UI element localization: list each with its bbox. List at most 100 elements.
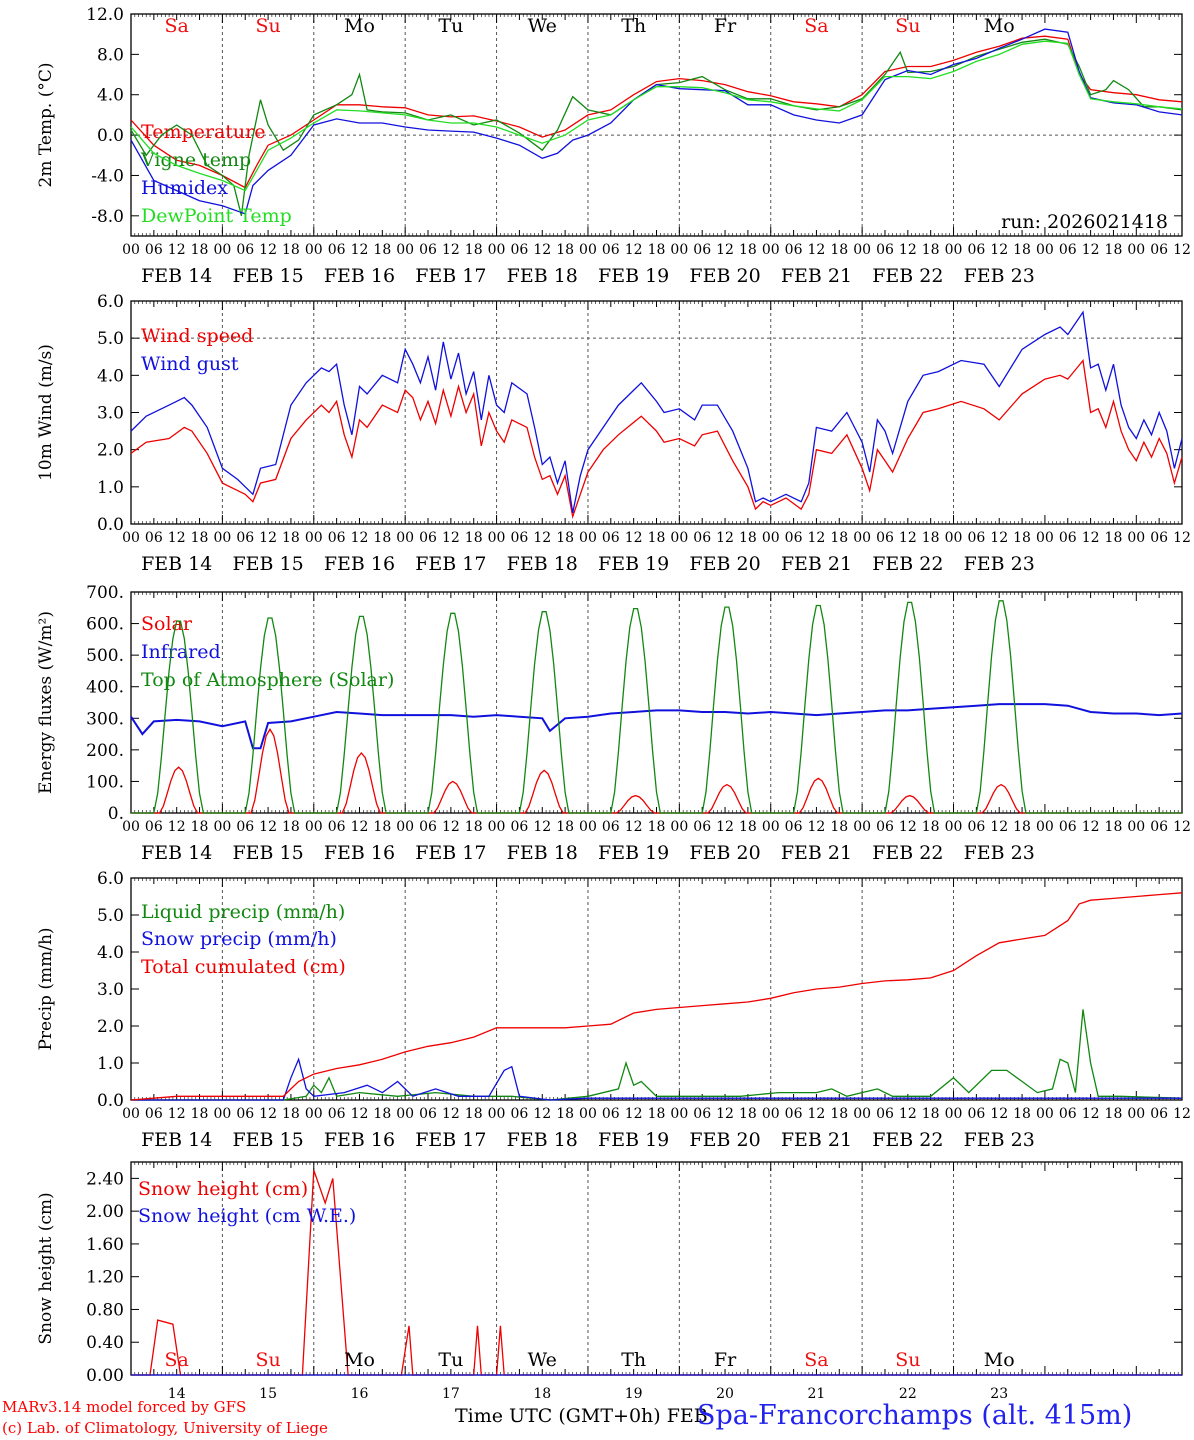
- hour-tick-label: 00: [762, 1106, 780, 1122]
- day-label: FEB 14: [141, 842, 212, 864]
- hour-tick-label: 00: [396, 530, 414, 546]
- day-label: FEB 23: [964, 1129, 1035, 1151]
- hour-tick-label: 12: [259, 819, 277, 835]
- hour-tick-label: 18: [373, 819, 391, 835]
- hour-tick-label: 06: [419, 530, 437, 546]
- hour-tick-label: 06: [1059, 242, 1077, 258]
- hour-tick-label: 00: [1127, 530, 1145, 546]
- y-tick-label: 5.0: [97, 906, 124, 926]
- hour-tick-label: 00: [579, 1106, 597, 1122]
- hour-tick-label: 12: [1173, 242, 1191, 258]
- hour-tick-label: 06: [876, 819, 894, 835]
- hour-tick-label: 18: [556, 530, 574, 546]
- day-label: FEB 16: [324, 1129, 395, 1151]
- hour-tick-label: 06: [236, 242, 254, 258]
- day-label: FEB 23: [964, 842, 1035, 864]
- day-label: FEB 21: [781, 553, 852, 575]
- hour-tick-label: 12: [351, 530, 369, 546]
- day-label: FEB 20: [689, 265, 760, 287]
- hour-tick-label: 06: [693, 1106, 711, 1122]
- day-label: FEB 15: [232, 553, 303, 575]
- hour-tick-label: 06: [510, 1106, 528, 1122]
- day-label: FEB 14: [141, 265, 212, 287]
- hour-tick-label: 12: [899, 1106, 917, 1122]
- series-line-wind-speed: [130, 358, 1183, 520]
- hour-tick-label: 00: [853, 530, 871, 546]
- y-tick-label: -4.0: [91, 166, 124, 186]
- day-label: FEB 21: [781, 265, 852, 287]
- y-tick-label: 1.0: [97, 478, 124, 498]
- y-axis-title: Precip (mm/h): [36, 927, 56, 1050]
- weekday-label: Tu: [438, 1349, 463, 1371]
- hour-tick-label: 00: [488, 819, 506, 835]
- day-label: FEB 17: [415, 553, 486, 575]
- hour-tick-label: 12: [259, 530, 277, 546]
- hour-tick-label: 18: [648, 242, 666, 258]
- y-tick-label: 700.: [86, 583, 124, 603]
- y-tick-label: 12.0: [86, 5, 124, 25]
- hour-tick-label: 06: [328, 530, 346, 546]
- hour-tick-label: 12: [533, 530, 551, 546]
- hour-tick-label: 12: [1082, 1106, 1100, 1122]
- hour-tick-label: 12: [1082, 819, 1100, 835]
- day-label: FEB 16: [324, 553, 395, 575]
- hour-tick-label: 06: [1150, 819, 1168, 835]
- day-label: FEB 19: [598, 842, 669, 864]
- hour-tick-label: 12: [442, 1106, 460, 1122]
- y-tick-label: 2.40: [86, 1169, 124, 1189]
- hour-tick-label: 06: [967, 1106, 985, 1122]
- legend-entry: Snow height (cm): [138, 1178, 308, 1200]
- hour-tick-label: 06: [145, 819, 163, 835]
- hour-tick-label: 00: [488, 1106, 506, 1122]
- hour-tick-label: 12: [533, 242, 551, 258]
- legend-entry: DewPoint Temp: [141, 205, 292, 227]
- hour-tick-label: 12: [990, 530, 1008, 546]
- y-tick-label: 4.0: [97, 943, 124, 963]
- y-tick-label: 400.: [86, 678, 124, 698]
- hour-tick-label: 12: [351, 242, 369, 258]
- y-tick-label: 0.00: [86, 1366, 124, 1386]
- hour-tick-label: 06: [602, 1106, 620, 1122]
- hour-tick-label: 12: [259, 242, 277, 258]
- hour-tick-label: 00: [1127, 242, 1145, 258]
- hour-tick-label: 18: [1105, 242, 1123, 258]
- hour-tick-label: 00: [305, 242, 323, 258]
- day-number-label: 20: [716, 1386, 734, 1402]
- hour-tick-label: 12: [351, 819, 369, 835]
- series-line-wind-gust: [130, 310, 1183, 514]
- y-tick-label: 0.40: [86, 1333, 124, 1353]
- legend-entry: Snow height (cm W.E.): [138, 1205, 356, 1227]
- hour-tick-label: 12: [899, 819, 917, 835]
- day-number-label: 22: [899, 1386, 917, 1402]
- hour-tick-label: 06: [145, 242, 163, 258]
- hour-tick-label: 18: [282, 819, 300, 835]
- x-axis-title: Time UTC (GMT+0h) FEB: [455, 1405, 708, 1427]
- hour-tick-label: 00: [1036, 819, 1054, 835]
- hour-tick-label: 18: [465, 530, 483, 546]
- station-name: Spa-Francorchamps (alt. 415m): [697, 1400, 1133, 1431]
- series-line-dewpoint-temp: [130, 40, 1183, 192]
- weekday-label: Mo: [984, 15, 1015, 37]
- series-line-vigne-temp: [130, 38, 1183, 216]
- day-number-label: 19: [625, 1386, 643, 1402]
- weekday-label: Mo: [344, 1349, 375, 1371]
- y-tick-label: 5.0: [97, 329, 124, 349]
- hour-tick-label: 12: [351, 1106, 369, 1122]
- day-label: FEB 22: [872, 265, 943, 287]
- legend-entry: Solar: [141, 613, 193, 635]
- hour-tick-label: 18: [648, 819, 666, 835]
- hour-tick-label: 00: [396, 1106, 414, 1122]
- hour-tick-label: 00: [579, 242, 597, 258]
- hour-tick-label: 18: [556, 819, 574, 835]
- legend-entry: Humidex: [141, 177, 228, 199]
- hour-tick-label: 12: [533, 1106, 551, 1122]
- hour-tick-label: 06: [967, 819, 985, 835]
- hour-tick-label: 00: [670, 819, 688, 835]
- hour-tick-label: 00: [670, 242, 688, 258]
- y-tick-label: 1.20: [86, 1268, 124, 1288]
- y-axis-title: Energy fluxes (W/m²): [36, 611, 56, 794]
- day-label: FEB 18: [507, 842, 578, 864]
- hour-tick-label: 18: [1105, 1106, 1123, 1122]
- hour-tick-label: 00: [122, 1106, 140, 1122]
- hour-tick-label: 18: [465, 819, 483, 835]
